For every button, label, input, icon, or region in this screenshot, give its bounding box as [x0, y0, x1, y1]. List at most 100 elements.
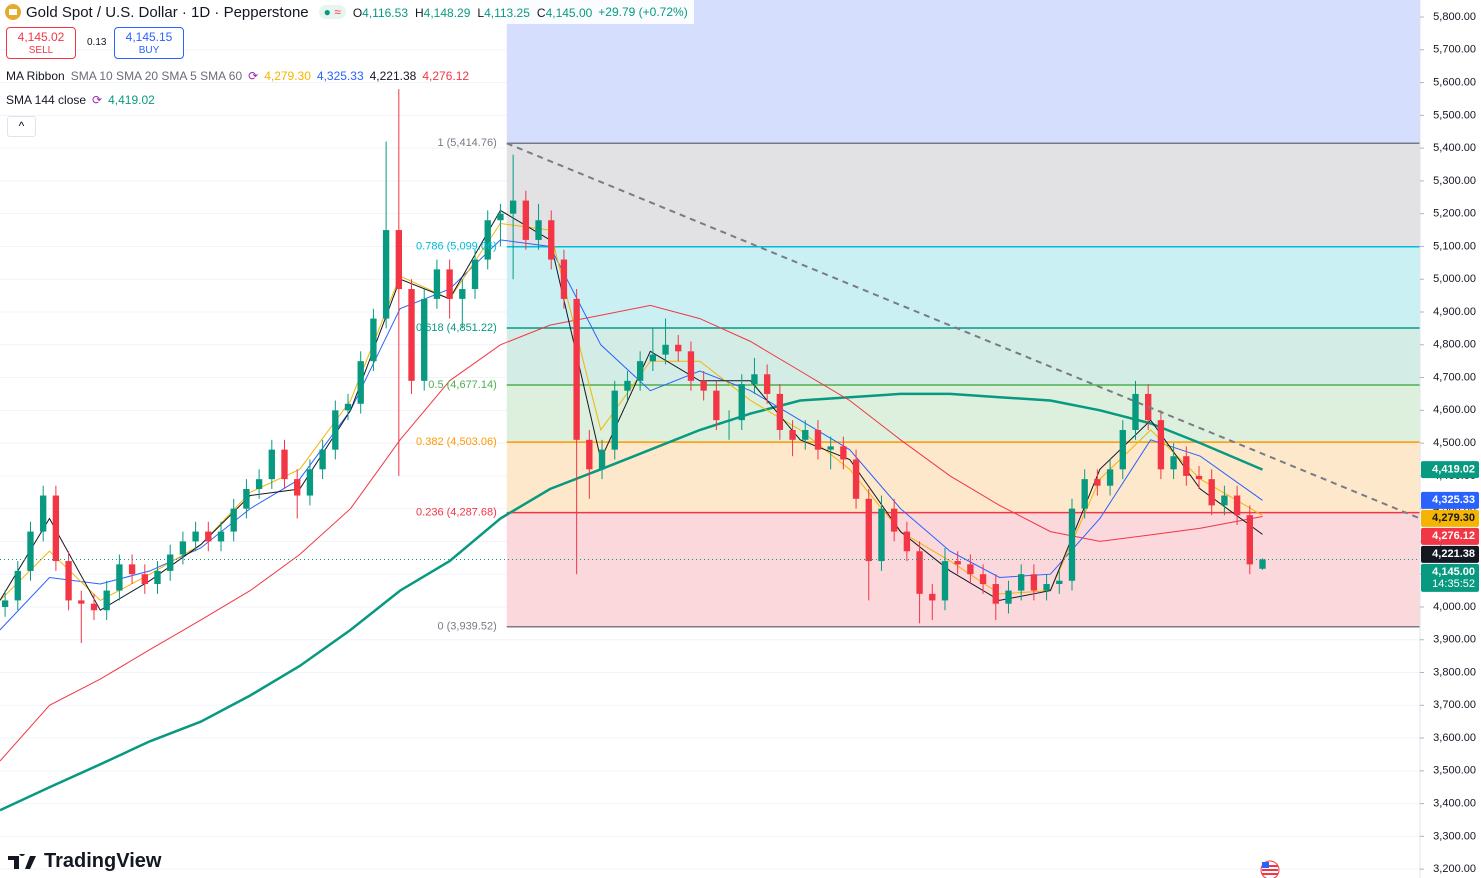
candle-body — [1043, 584, 1050, 591]
fib-zone — [506, 442, 1420, 513]
fib-label: 0.382 (4,503.06) — [416, 436, 497, 448]
candle-body — [725, 420, 733, 422]
price-badge — [1421, 545, 1479, 563]
candle-body — [459, 289, 466, 299]
candle-body — [332, 410, 339, 450]
price-badge-label: 4,221.38 — [1432, 548, 1475, 560]
countdown: 14:35:52 — [1432, 578, 1475, 590]
buy-button[interactable]: 4,145.15 BUY — [114, 27, 184, 59]
price-badge — [1421, 509, 1479, 527]
candle-body — [268, 449, 275, 480]
candle-body — [636, 361, 644, 381]
fib-zone — [506, 327, 1420, 386]
candle-body — [865, 498, 872, 562]
price-axis — [1420, 0, 1481, 878]
candle-body — [662, 344, 669, 355]
candle-body — [167, 554, 174, 571]
candle-body — [141, 574, 148, 585]
fib-label: 1 (5,414.76) — [437, 137, 496, 149]
y-tick-label: 3,800.00 — [1433, 666, 1476, 678]
candle-body — [548, 220, 555, 260]
candle-body — [1157, 420, 1165, 470]
candle-body — [649, 354, 657, 362]
candle-body — [1183, 456, 1190, 476]
indicator-ma-ribbon[interactable]: MA Ribbon SMA 10 SMA 20 SMA 5 SMA 60 ⟳ 4… — [6, 69, 469, 83]
candle-body — [929, 593, 936, 601]
brand-logo: TradingView — [8, 850, 161, 873]
candle-body — [446, 269, 453, 299]
y-tick-label: 5,400.00 — [1433, 142, 1476, 154]
candle-body — [281, 449, 288, 480]
candle-body — [243, 488, 250, 509]
y-tick-label: 3,900.00 — [1433, 634, 1476, 646]
buy-price: 4,145.15 — [125, 30, 173, 44]
candle-body — [484, 220, 491, 260]
candle-body — [408, 289, 415, 381]
candle-body — [1018, 574, 1025, 591]
fib-label: 0.236 (4,287.68) — [416, 507, 497, 519]
ohlc-key: O — [352, 5, 363, 20]
candle-body — [1195, 475, 1203, 480]
indicator-params: SMA 10 SMA 20 SMA 5 SMA 60 — [70, 69, 243, 83]
candle-body — [890, 508, 898, 532]
price-badge — [1421, 527, 1479, 545]
candle-body — [205, 531, 212, 542]
y-tick-label: 5,600.00 — [1433, 76, 1476, 88]
fib-label: 0.786 (5,099.06) — [416, 241, 497, 253]
candle-body — [1233, 495, 1241, 516]
y-tick-label: 3,400.00 — [1433, 798, 1476, 810]
market-status: ● ≈ — [318, 5, 346, 19]
y-tick-label: 3,500.00 — [1433, 765, 1476, 777]
price-badge-label: 4,419.02 — [1432, 464, 1475, 476]
candle-body — [344, 403, 352, 411]
price-badge-label: 4,276.12 — [1432, 530, 1475, 542]
candle-body — [509, 200, 517, 214]
candle-body — [954, 561, 961, 565]
candle-body — [52, 495, 60, 562]
refresh-icon: ⟳ — [248, 69, 259, 83]
collapse-button[interactable]: ^ — [7, 116, 36, 137]
sell-button[interactable]: 4,145.02 SELL — [6, 27, 76, 59]
candle-body — [27, 531, 34, 571]
y-tick-label: 5,700.00 — [1433, 44, 1476, 56]
candle-body — [1081, 479, 1088, 509]
candle-body — [878, 508, 885, 562]
candle-body — [852, 459, 860, 499]
spread: 0.13 — [87, 37, 107, 48]
candle-body — [14, 570, 21, 601]
candle-body — [814, 429, 822, 450]
indicator-sma144[interactable]: SMA 144 close ⟳ 4,419.02 — [6, 93, 155, 107]
fib-zone — [506, 246, 1420, 328]
candle-body — [103, 590, 110, 611]
candle-body — [776, 393, 784, 430]
candle-body — [586, 439, 593, 470]
change: +29.79 (+0.72%) — [598, 5, 688, 19]
candle-body — [230, 508, 237, 532]
candle-body — [941, 561, 949, 601]
y-tick-label: 5,300.00 — [1433, 175, 1476, 187]
candle-body — [433, 269, 441, 299]
ma-line — [0, 239, 1263, 631]
indicator-value: 4,419.02 — [108, 93, 155, 107]
candle-body — [294, 479, 301, 496]
price-badge-label: 4,325.33 — [1432, 494, 1475, 506]
price-badge — [1421, 461, 1479, 479]
fib-label: 0.5 (4,677.14) — [428, 379, 497, 391]
candle-body — [763, 374, 771, 394]
flag-icon — [1260, 860, 1280, 878]
candle-body — [421, 298, 428, 381]
price-badge — [1421, 563, 1479, 592]
indicator-value: 4,276.12 — [422, 69, 470, 83]
fib-label: 0.618 (4,851.22) — [416, 322, 497, 334]
fib-zone — [506, 143, 1420, 247]
refresh-icon: ⟳ — [92, 93, 103, 107]
candle-body — [1106, 469, 1114, 486]
candle-body — [1005, 590, 1012, 604]
candle-body — [560, 259, 568, 299]
candle-body — [738, 384, 745, 421]
fib-label: 0 (3,939.52) — [437, 621, 496, 633]
candle-body — [916, 551, 923, 594]
y-tick-label: 4,500.00 — [1433, 437, 1476, 449]
candle-body — [154, 570, 161, 585]
candle-body — [979, 574, 987, 585]
